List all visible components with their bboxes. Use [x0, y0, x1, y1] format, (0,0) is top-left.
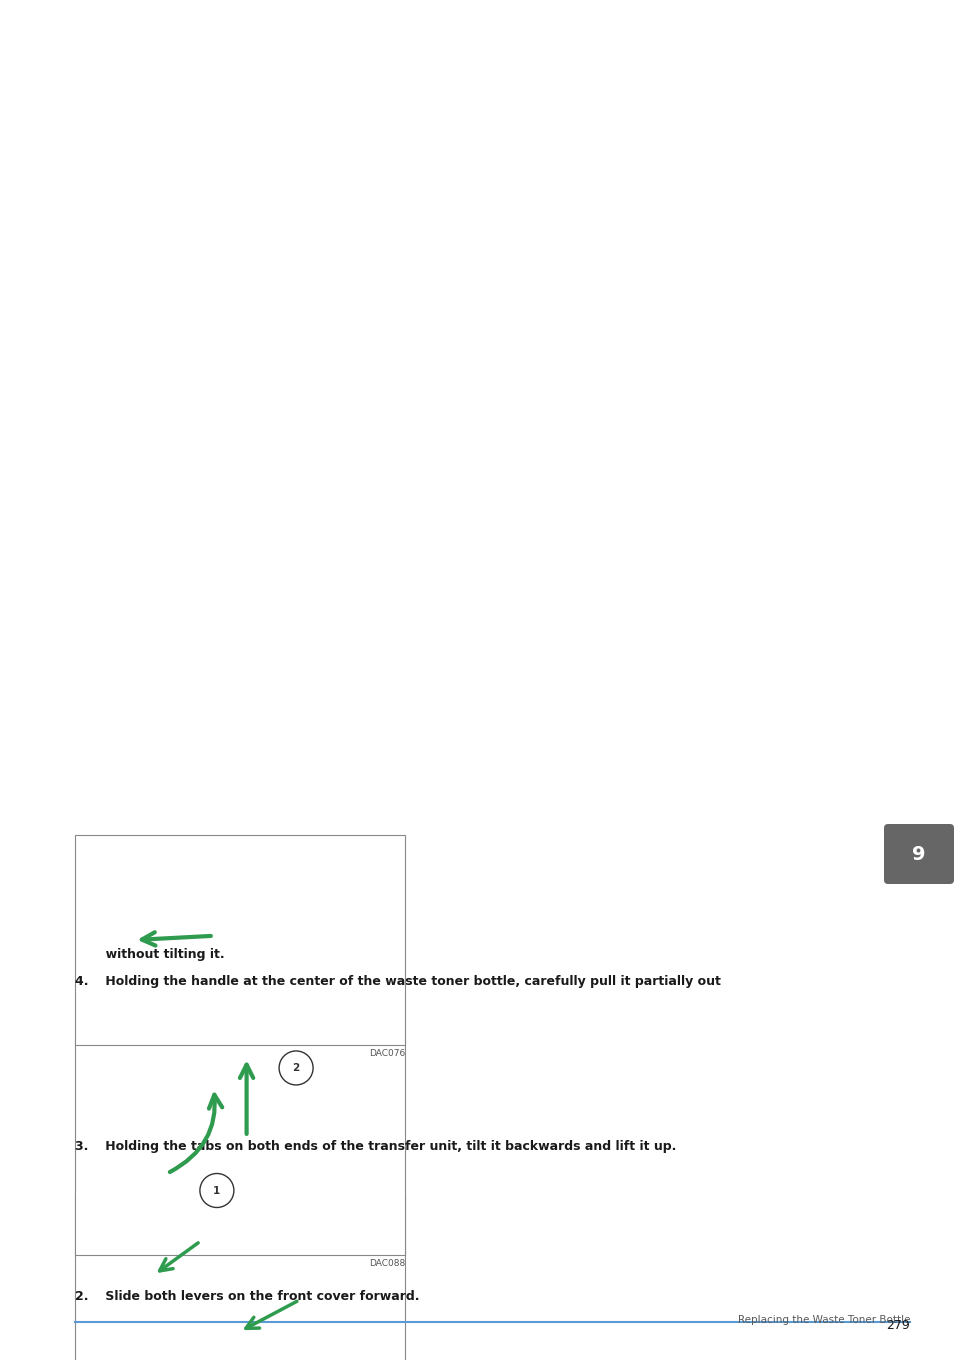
Text: 1: 1 — [213, 1186, 221, 1195]
Bar — [75, 1195, 405, 1360]
Text: 2.  Slide both levers on the front cover forward.: 2. Slide both levers on the front cover … — [75, 1291, 420, 1303]
Text: 279: 279 — [886, 1319, 910, 1331]
Text: 2: 2 — [293, 1064, 300, 1073]
Text: without tilting it.: without tilting it. — [75, 948, 225, 962]
Circle shape — [279, 1051, 313, 1085]
Text: DAC076: DAC076 — [369, 1049, 405, 1058]
Bar — [75, 1040, 405, 1255]
FancyBboxPatch shape — [884, 824, 954, 884]
Text: 3.  Holding the tabs on both ends of the transfer unit, tilt it backwards and li: 3. Holding the tabs on both ends of the … — [75, 1140, 677, 1153]
Text: 4.  Holding the handle at the center of the waste toner bottle, carefully pull i: 4. Holding the handle at the center of t… — [75, 975, 721, 987]
Text: 9: 9 — [912, 845, 925, 864]
Text: Replacing the Waste Toner Bottle: Replacing the Waste Toner Bottle — [737, 1315, 910, 1325]
Circle shape — [200, 1174, 234, 1208]
Text: DAC088: DAC088 — [369, 1259, 405, 1268]
Bar — [75, 835, 405, 1044]
